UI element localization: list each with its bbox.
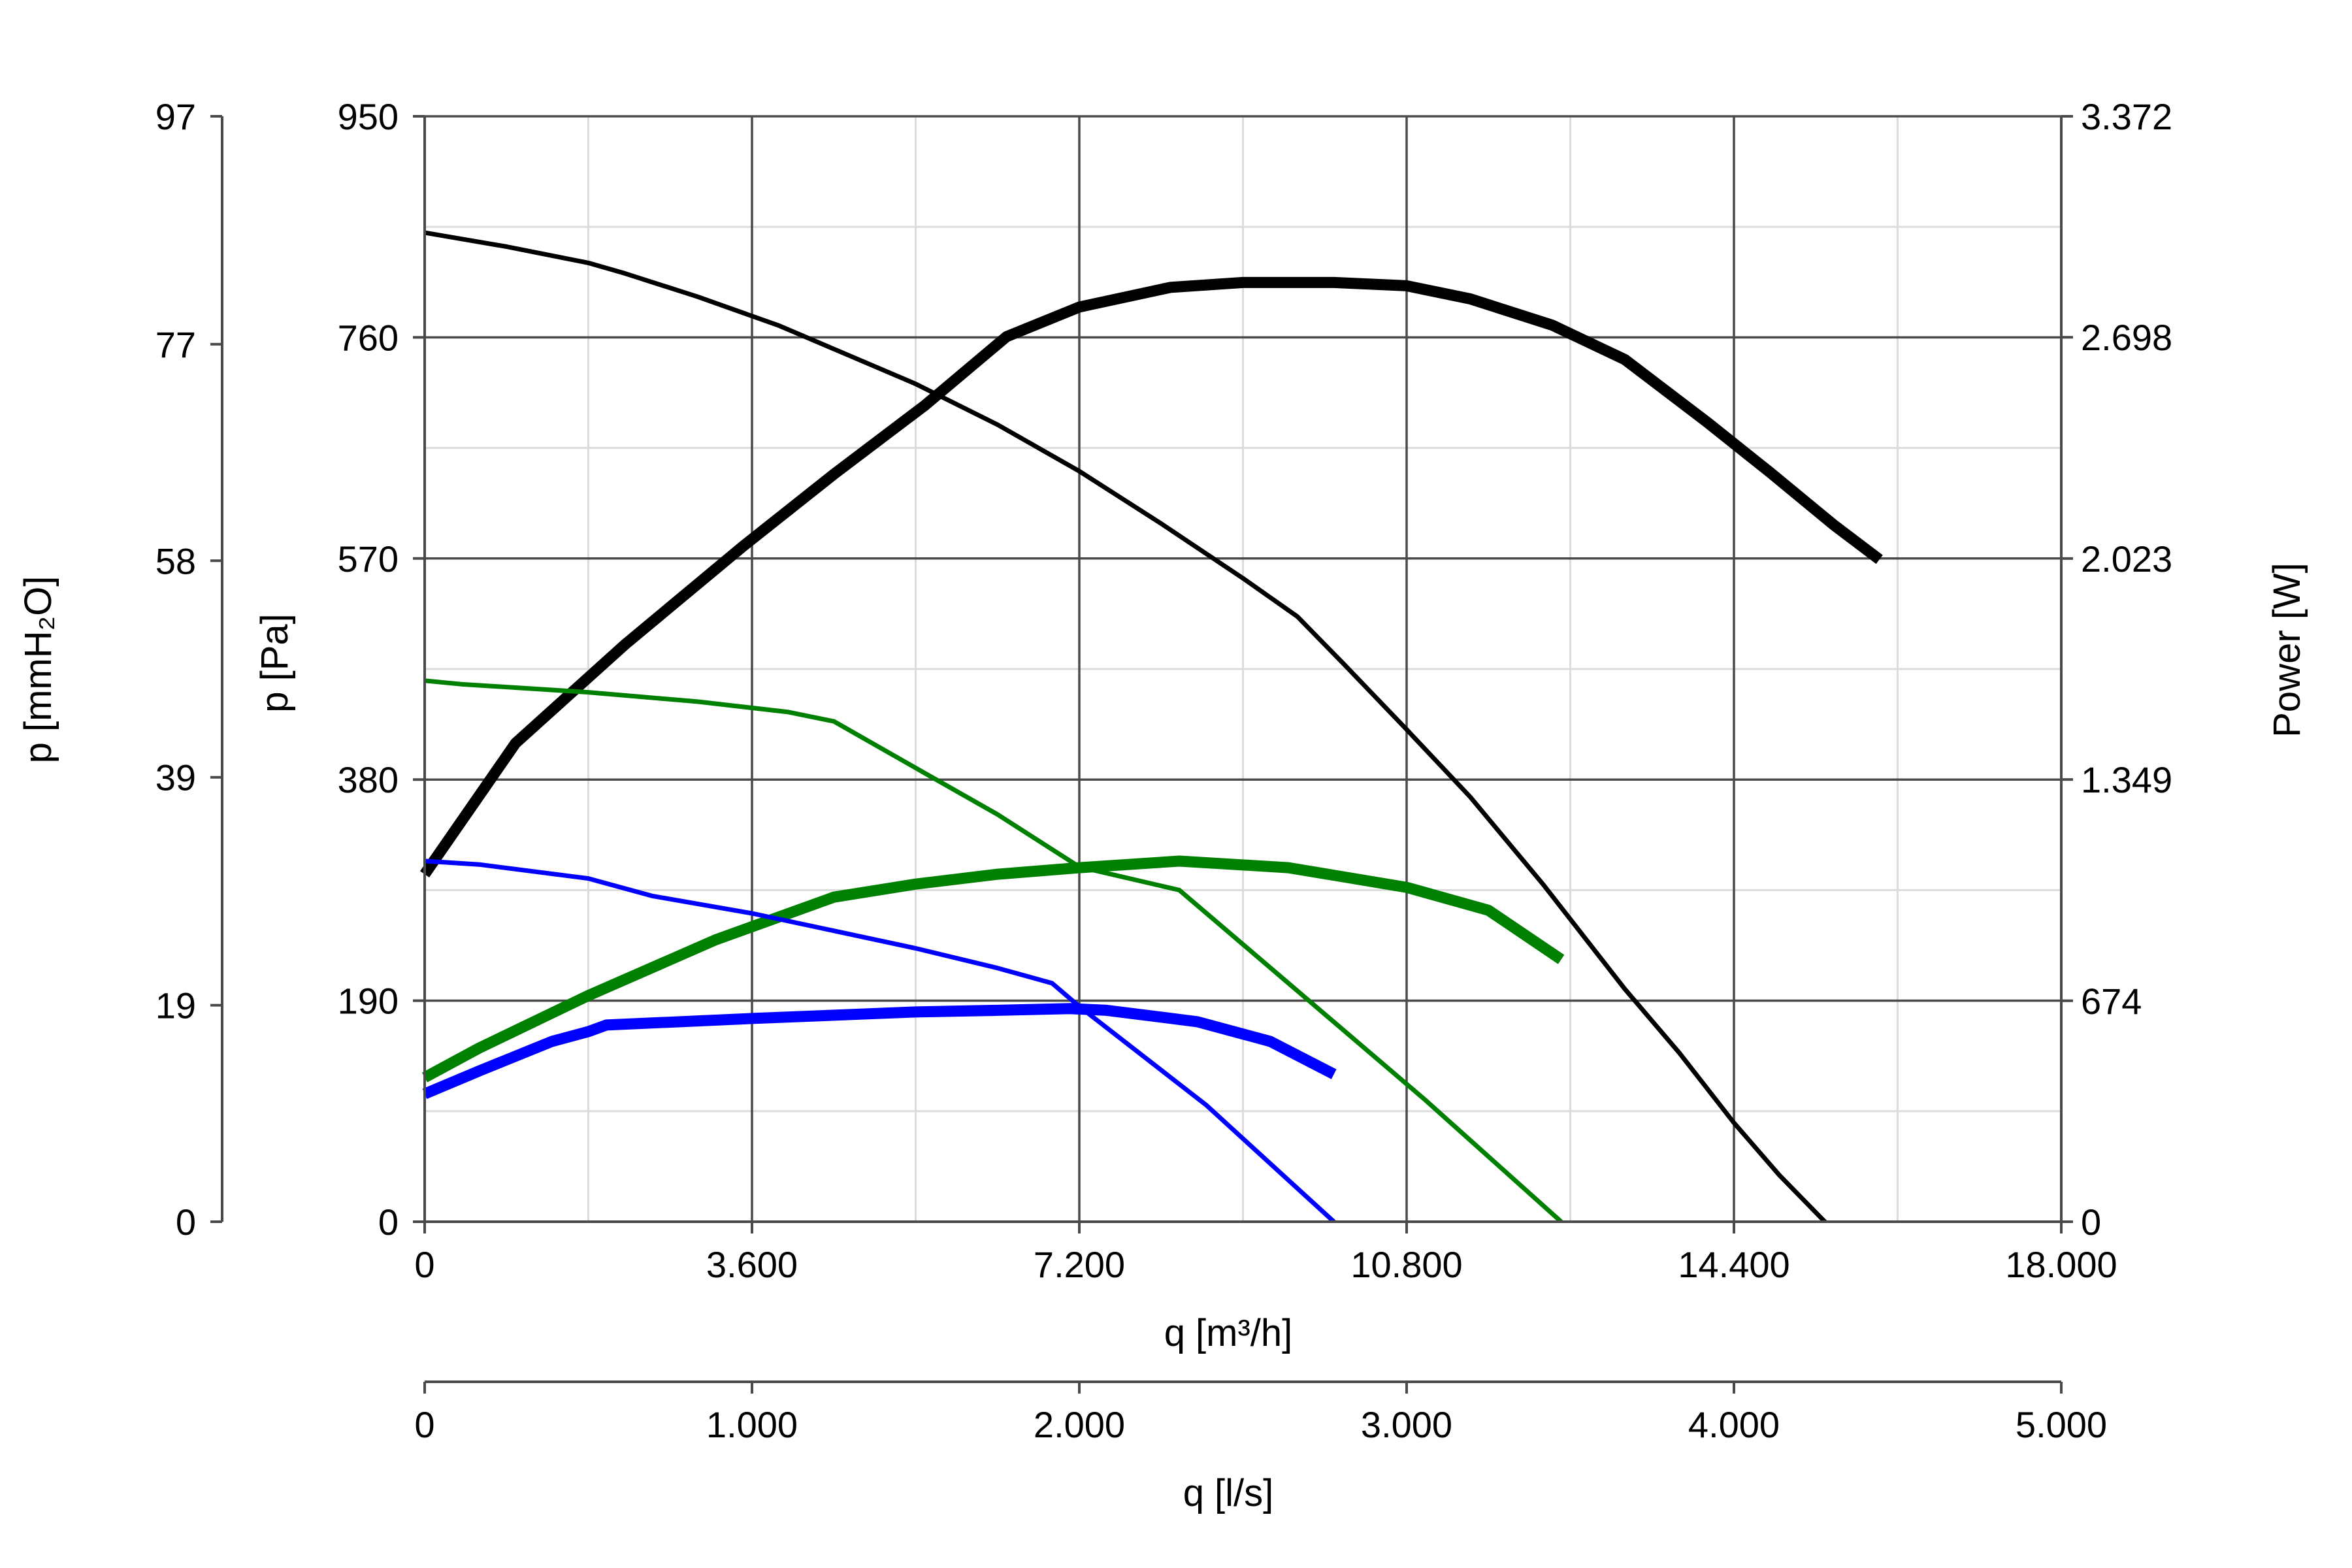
- y-pa-axis-title: p [Pa]: [253, 613, 296, 713]
- x-primary-tick-label: 7.200: [1034, 1244, 1125, 1285]
- series-line-1-pressure: [424, 230, 1828, 1222]
- y-pa-tick-label: 0: [378, 1201, 399, 1243]
- y-mmh2o-tick-label: 97: [155, 96, 196, 137]
- series-layer: [420, 230, 1883, 1222]
- axes-layer: [210, 115, 2073, 1394]
- y-mmh2o-tick-label: 19: [155, 985, 196, 1026]
- y-mmh2o-axis-title: p [mmH₂O]: [17, 576, 59, 764]
- series-line-2-power: [420, 276, 1883, 877]
- x-secondary-tick-label: 1.000: [706, 1404, 798, 1445]
- y-pa-tick-label: 190: [338, 981, 399, 1022]
- y-power-tick-label: 2.023: [2081, 538, 2172, 580]
- x-primary-tick-label: 3.600: [706, 1244, 798, 1285]
- x-primary-tick-label: 18.000: [2005, 1244, 2117, 1285]
- x-secondary-tick-label: 2.000: [1034, 1404, 1125, 1445]
- y-mmh2o-tick-label: 39: [155, 757, 196, 798]
- y-mmh2o-tick-label: 77: [155, 324, 196, 365]
- y-power-tick-label: 674: [2081, 981, 2142, 1022]
- y-mmh2o-tick-label: 0: [176, 1201, 196, 1243]
- x-secondary-tick-label: 4.000: [1688, 1404, 1780, 1445]
- y-power-tick-label: 2.698: [2081, 317, 2172, 358]
- x-primary-tick-label: 14.400: [1678, 1244, 1789, 1285]
- x-primary-tick-label: 10.800: [1350, 1244, 1462, 1285]
- x-primary-axis-title: q [m³/h]: [1164, 1312, 1293, 1354]
- y-pa-tick-label: 380: [338, 759, 399, 800]
- series-line-6-power: [422, 1003, 1337, 1100]
- y-power-axis-title: Power [W]: [2266, 563, 2308, 738]
- series-line-3-pressure: [424, 678, 1563, 1222]
- y-power-tick-label: 0: [2081, 1201, 2101, 1243]
- series-line-5-pressure: [424, 858, 1336, 1222]
- x-secondary-tick-label: 5.000: [2016, 1404, 2107, 1445]
- minor-grid: [425, 116, 2061, 1222]
- x-secondary-axis-title: q [l/s]: [1183, 1472, 1274, 1514]
- y-pa-tick-label: 570: [338, 538, 399, 580]
- x-secondary-tick-label: 3.000: [1361, 1404, 1452, 1445]
- x-secondary-tick-label: 0: [414, 1404, 434, 1445]
- y-pa-tick-label: 950: [338, 96, 399, 137]
- series-line-4-power: [421, 855, 1565, 1083]
- y-pa-tick-label: 760: [338, 317, 399, 358]
- y-mmh2o-tick-label: 58: [155, 540, 196, 581]
- x-primary-tick-label: 0: [414, 1244, 434, 1285]
- y-power-tick-label: 1.349: [2081, 759, 2172, 800]
- y-power-tick-label: 3.372: [2081, 96, 2172, 137]
